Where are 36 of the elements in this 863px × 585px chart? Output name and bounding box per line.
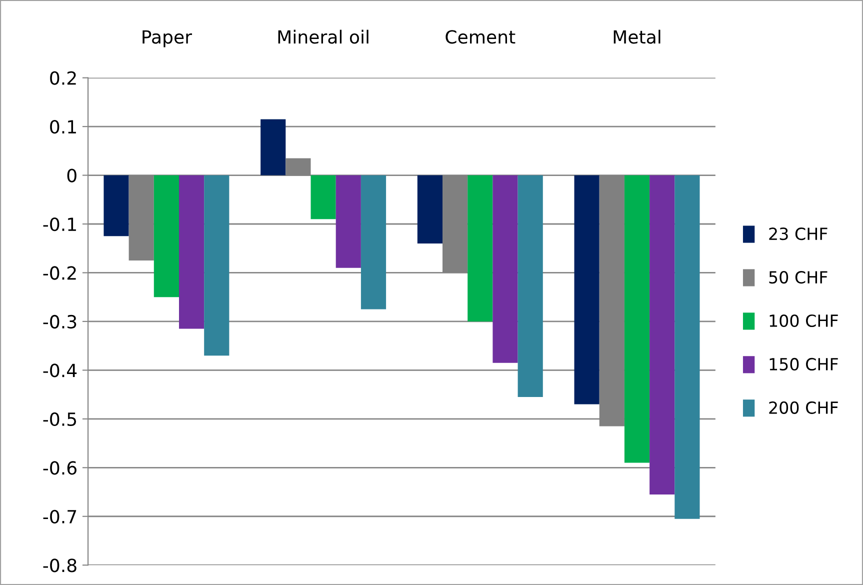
y-tick-label: -0.4: [43, 364, 77, 378]
bar: [260, 119, 286, 176]
bar: [104, 175, 129, 236]
y-tick-label: 0.1: [50, 120, 76, 134]
legend-label: 150 CHF: [770, 358, 838, 371]
legend-label: 100 CHF: [770, 314, 838, 328]
bar: [179, 175, 204, 329]
bar: [624, 175, 650, 463]
x-tick-label: Paper: [142, 30, 192, 48]
bar: [650, 175, 675, 494]
bar: [336, 175, 361, 268]
y-tick-label: -0.5: [43, 412, 76, 426]
bar: [492, 175, 518, 363]
bar: [674, 175, 700, 519]
y-tick-label: -0.6: [43, 461, 76, 475]
legend-label: 23 CHF: [769, 228, 828, 240]
y-tick-label: -0.2: [43, 266, 76, 280]
y-tick-label: 0.2: [50, 71, 76, 85]
bar: [417, 175, 443, 244]
legend-label: 50 CHF: [769, 270, 828, 284]
x-tick-label: Mineral oil: [278, 30, 368, 44]
bar: [360, 175, 386, 310]
bar: [574, 175, 600, 404]
y-tick-label: -0.8: [43, 558, 76, 572]
legend-label: 200 CHF: [769, 401, 838, 414]
x-tick-label: Metal: [614, 30, 660, 44]
bar: [204, 175, 230, 356]
y-tick-label: -0.3: [43, 314, 76, 329]
x-tick-label: Cement: [446, 30, 516, 44]
bar: [468, 175, 493, 322]
bar: [518, 175, 543, 397]
y-tick-label: -0.7: [43, 510, 76, 524]
bar: [310, 175, 336, 220]
bar: [154, 175, 179, 298]
y-tick-label: -0.1: [43, 217, 76, 232]
y-tick-label: 0: [67, 168, 76, 182]
